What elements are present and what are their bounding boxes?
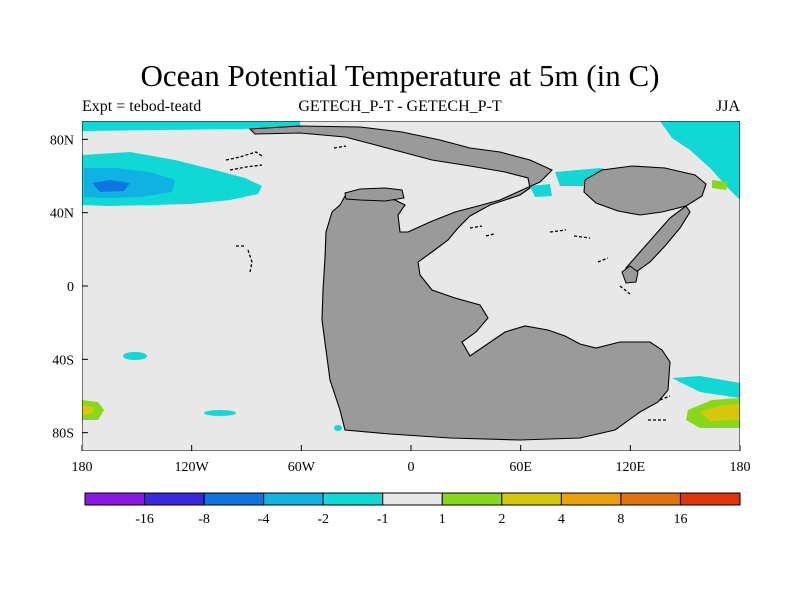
anomaly-tethys-small xyxy=(530,184,552,197)
x-tick-label: 60E xyxy=(509,460,532,475)
anomaly-arctic-east xyxy=(660,121,740,200)
land-small-island xyxy=(621,265,639,284)
anomaly-southeast-cyan xyxy=(672,376,740,398)
colorbar-swatch xyxy=(620,492,681,506)
model-comparison-label: GETECH_P-T - GETECH_P-T xyxy=(298,98,502,115)
colorbar-label: 2 xyxy=(498,512,505,527)
anomaly-southwest-yellow xyxy=(82,405,94,415)
colorbar-label: 1 xyxy=(439,512,446,527)
y-tick-label: 80S xyxy=(52,427,74,442)
colorbar-swatch xyxy=(501,492,562,506)
y-tick-label: 80N xyxy=(50,133,74,148)
anomaly-north-pacific-blue xyxy=(92,180,130,192)
x-tick-label: 120E xyxy=(616,460,646,475)
anomaly-south-atlantic-spot xyxy=(334,425,342,431)
colorbar-swatch xyxy=(322,492,384,506)
colorbar-swatch xyxy=(441,492,503,506)
land-northeast-continent xyxy=(583,165,707,216)
colorbar-swatch xyxy=(679,492,741,506)
experiment-label: Expt = tebod-teatd xyxy=(82,98,202,115)
coastline-fragments xyxy=(225,145,671,421)
colorbar-label: -1 xyxy=(377,512,389,527)
y-tick-label: 0 xyxy=(67,280,74,295)
colorbar-label: -4 xyxy=(258,512,270,527)
colorbar-label: -2 xyxy=(317,512,329,527)
colorbar-label: -8 xyxy=(198,512,210,527)
land-main-continent xyxy=(248,125,671,441)
colorbar-swatch xyxy=(382,492,443,506)
land-north-island xyxy=(344,187,405,202)
x-tick-label: 60W xyxy=(288,460,316,475)
anomaly-arctic-strip xyxy=(82,121,300,131)
y-tick-label: 40S xyxy=(52,353,74,368)
anomaly-south-pacific-spot xyxy=(123,352,147,360)
colorbar-swatch xyxy=(263,492,324,506)
colorbar-swatch xyxy=(203,492,265,506)
map-panel xyxy=(82,121,740,451)
colorbar-label: 4 xyxy=(558,512,565,527)
x-tick-label: 180 xyxy=(730,460,751,475)
anomaly-southern-ocean-spot xyxy=(204,410,236,416)
x-tick-label: 0 xyxy=(408,460,415,475)
map-title: Ocean Potential Temperature at 5m (in C) xyxy=(140,58,660,93)
y-tick-label: 40N xyxy=(50,207,74,222)
colorbar-swatch xyxy=(144,492,205,506)
anomaly-north-east-green xyxy=(712,180,728,190)
colorbar: -16 -8 -4 -2 -1 1 2 4 8 16 xyxy=(84,492,741,527)
colorbar-label: 8 xyxy=(617,512,624,527)
land-southeast-peninsula xyxy=(625,205,691,273)
x-tick-label: 120W xyxy=(175,460,210,475)
season-label: JJA xyxy=(715,98,740,115)
colorbar-swatch xyxy=(84,492,146,506)
x-tick-label: 180 xyxy=(72,460,93,475)
anomaly-southeast-yellow xyxy=(700,404,740,421)
colorbar-label: -16 xyxy=(135,512,154,527)
map-axes: 180 120W 60W 0 60E 120E 180 80N 40N 0 40S 80S xyxy=(50,133,751,475)
colorbar-swatch xyxy=(560,492,622,506)
colorbar-label: 16 xyxy=(673,512,687,527)
